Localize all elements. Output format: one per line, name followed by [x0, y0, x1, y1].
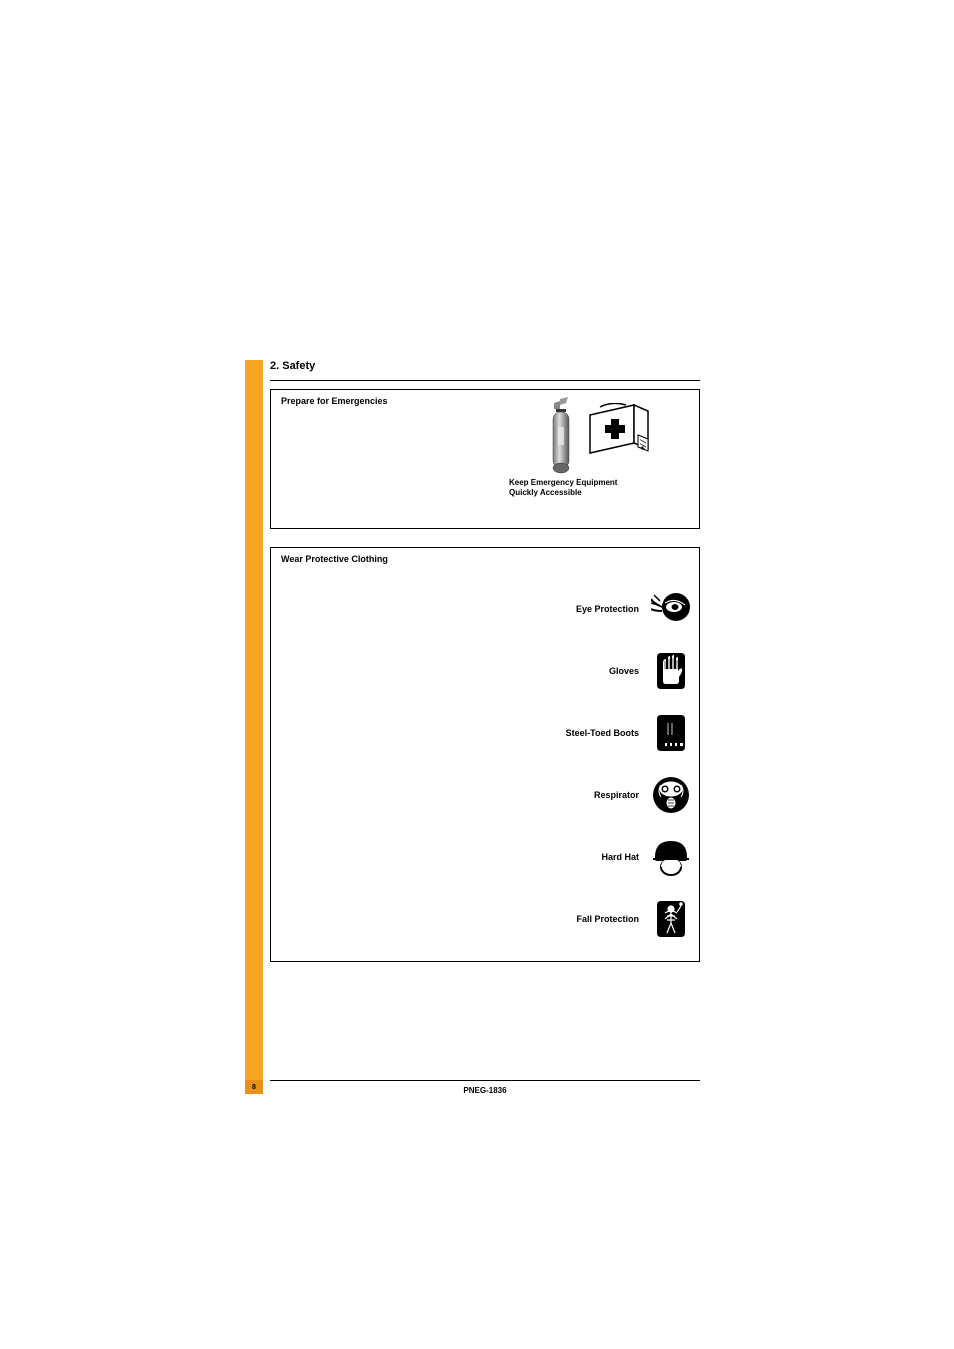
svg-text:✚: ✚ [640, 445, 645, 453]
prepare-emergencies-box: Prepare for Emergencies [270, 389, 700, 529]
ppe-item-hardhat: Hard Hat [511, 826, 691, 888]
protective-clothing-box: Wear Protective Clothing Eye Protection … [270, 547, 700, 962]
ppe-item-eye: Eye Protection [511, 578, 691, 640]
page-number-box: 8 [245, 1080, 263, 1094]
protective-clothing-subtitle: Wear Protective Clothing [281, 554, 689, 564]
ppe-label-eye: Eye Protection [576, 604, 639, 614]
main-content: 2. Safety Prepare for Emergencies [270, 360, 700, 980]
hard-hat-icon [651, 837, 691, 877]
section-title: 2. Safety [270, 360, 700, 372]
emergency-caption-line1: Keep Emergency Equipment [509, 478, 617, 487]
emergency-icons: ✚ [509, 396, 689, 476]
ppe-label-hardhat: Hard Hat [601, 852, 639, 862]
ppe-item-boots: Steel-Toed Boots [511, 702, 691, 764]
steel-toed-boots-icon [651, 713, 691, 753]
ppe-item-gloves: Gloves [511, 640, 691, 702]
ppe-list: Eye Protection Gloves [511, 578, 691, 950]
emergency-caption-line2: Quickly Accessible [509, 488, 582, 497]
fire-extinguisher-icon [546, 397, 576, 475]
ppe-item-fall: Fall Protection [511, 888, 691, 950]
ppe-label-fall: Fall Protection [576, 914, 639, 924]
title-divider [270, 380, 700, 381]
gloves-icon [651, 651, 691, 691]
ppe-label-respirator: Respirator [594, 790, 639, 800]
first-aid-kit-icon: ✚ [582, 403, 652, 469]
emergency-caption: Keep Emergency Equipment Quickly Accessi… [509, 478, 617, 497]
sidebar-stripe [245, 360, 263, 1080]
respirator-icon [651, 775, 691, 815]
eye-protection-icon [651, 589, 691, 629]
ppe-label-gloves: Gloves [609, 666, 639, 676]
emergency-illustration-group: ✚ Keep Emergency Equipment Quickly Acces… [509, 396, 689, 520]
page-number: 8 [252, 1084, 256, 1091]
footer-docid: PNEG-1836 [270, 1086, 700, 1095]
fall-protection-icon [651, 899, 691, 939]
ppe-item-respirator: Respirator [511, 764, 691, 826]
ppe-label-boots: Steel-Toed Boots [566, 728, 639, 738]
footer-divider [270, 1080, 700, 1081]
